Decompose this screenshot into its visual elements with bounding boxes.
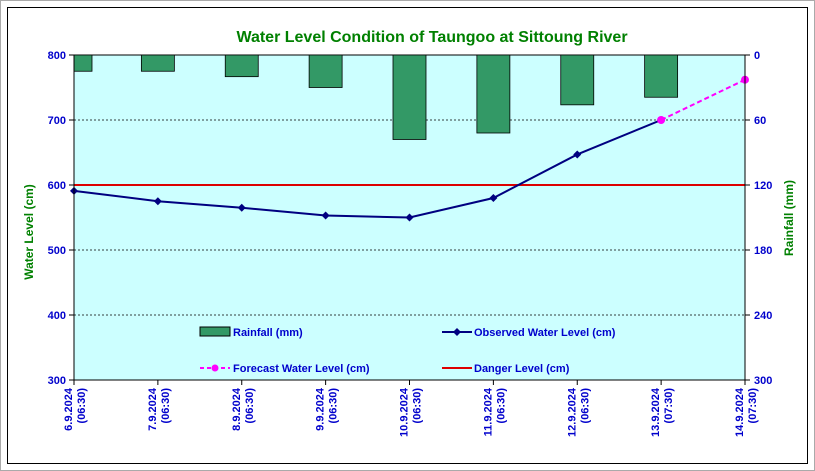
y2-tick-label: 180 — [754, 245, 772, 257]
observed-point — [489, 194, 498, 202]
series-lines — [70, 75, 749, 222]
legend-forecast-label: Forecast Water Level (cm) — [233, 363, 370, 375]
observed-point — [573, 150, 582, 159]
x-tick-time: (07:30) — [747, 388, 759, 424]
legend-danger-label: Danger Level (cm) — [474, 363, 570, 375]
x-tick-label: 13.9.2024 (07:30) — [650, 387, 675, 437]
rainfall-bar — [392, 54, 427, 140]
observed-point — [153, 197, 162, 206]
x-tick-time: (06:30) — [579, 388, 591, 424]
observed-point — [321, 211, 330, 220]
axes: 8007006005004003000601201802403006.9.202… — [48, 50, 773, 437]
y-tick-label: 600 — [48, 180, 66, 192]
rainfall-bar — [560, 54, 595, 106]
x-tick-label: 9.9.2024 (06:30) — [315, 387, 340, 431]
y2-tick-label: 300 — [754, 375, 772, 387]
legend: Rainfall (mm) Observed Water Level (cm) … — [199, 326, 616, 375]
legend-rainfall-label: Rainfall (mm) — [233, 327, 303, 339]
x-tick-time: (06:30) — [412, 388, 424, 424]
x-tick-label: 11.9.2024 (06:30) — [482, 387, 507, 436]
legend-observed-marker — [453, 328, 461, 336]
rainfall-bar — [308, 54, 343, 88]
x-tick-time: (06:30) — [244, 388, 256, 424]
y-tick-label: 800 — [48, 50, 66, 62]
x-tick-date: 13.9.2024 — [650, 387, 662, 437]
x-tick-date: 14.9.2024 — [734, 387, 746, 437]
y2-tick-label: 0 — [754, 50, 760, 62]
x-tick-time: (07:30) — [663, 388, 675, 424]
x-tick-label: 8.9.2024 (06:30) — [231, 387, 256, 431]
rainfall-bar — [476, 54, 511, 134]
x-tick-date: 10.9.2024 — [399, 387, 411, 437]
y-tick-label: 300 — [48, 375, 66, 387]
x-tick-time: (06:30) — [76, 388, 88, 424]
x-tick-label: 14.9.2024 (07:30) — [734, 387, 759, 437]
rainfall-bar — [644, 54, 679, 98]
y-axis-label: Water Level (cm) — [22, 184, 36, 280]
legend-forecast-marker — [211, 364, 219, 372]
observed-point — [405, 213, 414, 222]
x-tick-time: (06:30) — [160, 388, 172, 424]
x-tick-label: 7.9.2024 (06:30) — [147, 387, 172, 431]
x-tick-date: 7.9.2024 — [147, 387, 159, 431]
y2-axis-label: Rainfall (mm) — [782, 180, 796, 256]
x-tick-label: 6.9.2024 (06:30) — [63, 387, 88, 431]
y2-tick-label: 120 — [754, 180, 772, 192]
rainfall-bar — [73, 54, 93, 72]
x-tick-time: (06:30) — [495, 388, 507, 424]
observed-water-level-line — [73, 119, 662, 219]
x-tick-label: 12.9.2024 (06:30) — [566, 387, 591, 437]
y-tick-label: 400 — [48, 310, 66, 322]
x-tick-date: 8.9.2024 — [231, 387, 243, 431]
y2-tick-label: 240 — [754, 310, 772, 322]
rainfall-bar — [140, 54, 175, 72]
y2-tick-label: 60 — [754, 115, 766, 127]
chart-title: Water Level Condition of Taungoo at Sitt… — [236, 29, 627, 46]
rainfall-bars — [73, 54, 679, 140]
legend-rainfall-swatch — [199, 326, 231, 337]
x-tick-date: 11.9.2024 — [482, 387, 494, 436]
x-tick-date: 12.9.2024 — [566, 387, 578, 437]
x-tick-date: 9.9.2024 — [315, 387, 327, 431]
legend-observed-label: Observed Water Level (cm) — [474, 327, 616, 339]
observed-point — [237, 203, 246, 212]
x-tick-label: 10.9.2024 (06:30) — [399, 387, 424, 437]
forecast-point — [657, 116, 666, 124]
x-tick-time: (06:30) — [328, 388, 340, 424]
y-tick-label: 500 — [48, 245, 66, 257]
x-tick-date: 6.9.2024 — [63, 387, 75, 431]
y-tick-label: 700 — [48, 115, 66, 127]
rainfall-bar — [224, 54, 259, 78]
